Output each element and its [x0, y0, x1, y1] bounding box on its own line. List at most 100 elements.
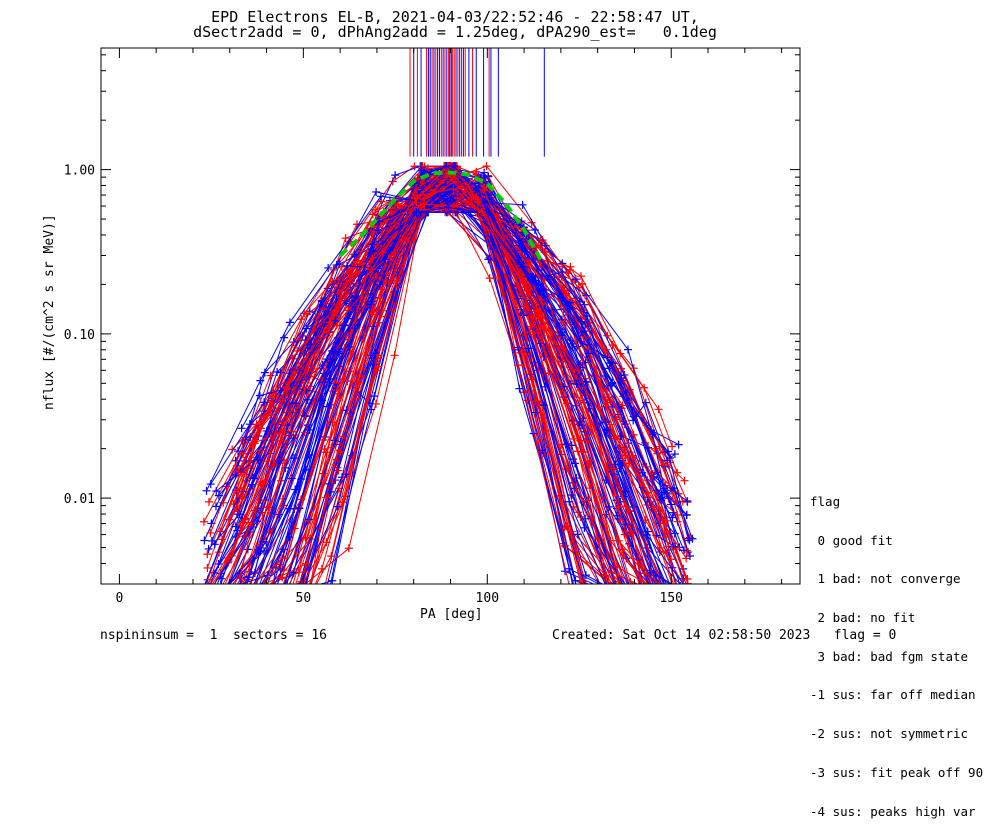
trace-point [203, 550, 212, 559]
trace-point [238, 593, 246, 601]
trace-point [687, 593, 695, 601]
trace-point [580, 593, 588, 601]
trace-point [294, 568, 303, 577]
trace-point [199, 593, 207, 601]
trace-point [526, 328, 535, 337]
trace-point [269, 593, 277, 601]
trace-point [341, 234, 350, 243]
trace-point [201, 593, 209, 601]
trace-point [368, 240, 377, 249]
trace-point [200, 593, 208, 601]
trace-point [227, 593, 235, 601]
trace-point [336, 293, 345, 302]
trace-point [574, 366, 583, 375]
trace-point [212, 593, 220, 601]
trace-point [231, 593, 239, 601]
trace-point [654, 405, 663, 414]
trace-point [206, 528, 215, 537]
trace-point [618, 593, 626, 601]
trace-point [199, 593, 207, 601]
trace-point [688, 593, 696, 601]
trace-point [205, 593, 213, 601]
trace-point [255, 593, 263, 601]
trace-point [219, 593, 227, 601]
trace-point [270, 593, 278, 601]
chart-subtitle: dSectr2add = 0, dPhAng2add = 1.25deg, dP… [193, 23, 717, 41]
trace-point [302, 559, 311, 568]
trace-point [480, 168, 489, 177]
trace-point [616, 593, 624, 601]
trace-point [221, 589, 229, 597]
trace-point [604, 502, 613, 511]
trace-point [606, 593, 614, 601]
trace-point [683, 593, 691, 601]
trace-point [211, 593, 219, 601]
trace-point [322, 493, 331, 502]
trace-point [609, 593, 617, 601]
trace-point [204, 544, 213, 553]
trace-point [218, 593, 226, 601]
trace-point [220, 593, 228, 601]
trace-point [369, 247, 378, 256]
trace-point [524, 257, 533, 266]
trace-point [240, 593, 248, 601]
trace-point [623, 593, 631, 601]
trace-point [269, 593, 277, 601]
trace-point [580, 523, 589, 532]
trace-point [266, 371, 275, 380]
trace-point [526, 282, 535, 291]
trace-point [641, 593, 649, 601]
trace-point [234, 593, 242, 601]
trace-point [239, 593, 247, 601]
trace-point [679, 546, 688, 555]
trace-point [687, 593, 695, 601]
trace-point [602, 571, 611, 580]
trace-point [255, 593, 263, 601]
trace-point [204, 593, 212, 601]
trace-point [237, 593, 245, 601]
trace-point [641, 593, 649, 601]
trace-point [373, 241, 382, 250]
trace-point [282, 593, 290, 601]
trace-point [230, 593, 238, 601]
trace-point [234, 467, 243, 476]
trace-point [609, 464, 618, 473]
trace-point [472, 167, 481, 176]
trace-point [240, 583, 243, 584]
trace-point [252, 517, 261, 526]
trace-point [688, 593, 696, 601]
trace-point [623, 593, 631, 601]
trace-point [638, 593, 646, 601]
trace-point [213, 593, 221, 601]
plot-area: 0 50 100 150 0.01 0.10 1.00 [64, 47, 801, 606]
trace-point [453, 208, 462, 217]
trace-point [202, 593, 210, 601]
trace-point [214, 593, 222, 601]
trace-point [277, 593, 285, 601]
trace-point [257, 593, 265, 601]
trace-point [640, 593, 648, 601]
trace-point [376, 192, 385, 201]
trace-point [351, 257, 360, 266]
trace-point [624, 593, 632, 601]
trace-point [305, 425, 314, 434]
trace-point [351, 293, 360, 302]
trace-point [235, 574, 244, 583]
trace-point [237, 593, 245, 601]
trace-point [207, 593, 215, 601]
trace-point [211, 593, 219, 601]
trace-point [581, 436, 590, 445]
trace-point [651, 593, 659, 601]
trace-point [276, 593, 284, 601]
trace-point [644, 593, 652, 601]
trace-point [638, 593, 646, 601]
trace-point [641, 593, 649, 601]
trace-point [412, 208, 421, 217]
trace-point [259, 477, 268, 486]
trace-point [371, 399, 380, 408]
trace-point [271, 591, 279, 599]
trace-point [237, 593, 245, 601]
trace-point [381, 255, 390, 264]
trace-point [450, 162, 459, 171]
trace-point [581, 571, 590, 580]
